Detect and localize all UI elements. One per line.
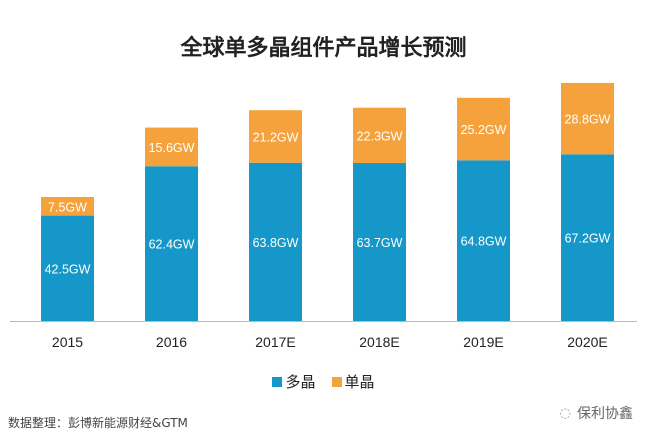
bar-mono-2020E	[561, 82, 614, 155]
data-label: 7.5GW	[48, 200, 87, 214]
x-tick-label: 2020E	[567, 334, 607, 350]
bar-mono-2019E	[457, 97, 510, 161]
x-tick-label: 2019E	[463, 334, 503, 350]
bar-mono-2016	[145, 127, 198, 167]
data-label: 28.8GW	[565, 113, 611, 127]
bar-poly-2020E	[561, 154, 614, 321]
data-label: 42.5GW	[45, 262, 91, 276]
x-tick-label: 2017E	[255, 334, 295, 350]
legend-label-mono: 单晶	[344, 373, 375, 391]
watermark: ◌ 保利协鑫	[560, 403, 633, 423]
legend: 多晶 单晶	[0, 371, 647, 392]
data-label: 67.2GW	[565, 232, 611, 246]
data-label: 22.3GW	[357, 129, 403, 143]
bar-mono-2018E	[353, 107, 406, 164]
bar-poly-2016	[145, 166, 198, 321]
chart-title: 全球单多晶组件产品增长预测	[180, 36, 467, 61]
x-tick-label: 2016	[156, 334, 187, 350]
data-label: 21.2GW	[253, 130, 299, 144]
x-tick-label: 2015	[52, 334, 83, 350]
legend-item-poly: 多晶	[272, 371, 316, 392]
bar-mono-2015	[41, 197, 94, 216]
watermark-text: 保利协鑫	[577, 406, 633, 422]
wechat-icon: ◌	[559, 405, 571, 421]
data-label: 25.2GW	[461, 123, 507, 137]
legend-swatch-mono	[331, 376, 342, 387]
data-label: 63.7GW	[357, 236, 403, 250]
legend-swatch-poly	[272, 376, 283, 387]
data-label: 63.8GW	[253, 236, 299, 250]
data-label: 62.4GW	[149, 238, 195, 252]
bar-poly-2018E	[353, 163, 406, 321]
bar-poly-2017E	[249, 162, 302, 321]
data-label: 64.8GW	[461, 235, 507, 249]
bar-poly-2015	[41, 215, 94, 321]
bar-mono-2017E	[249, 110, 302, 163]
bar-poly-2019E	[457, 160, 510, 321]
legend-label-poly: 多晶	[285, 373, 316, 391]
source-note: 数据整理：彭博新能源财经&GTM	[8, 416, 188, 430]
x-tick-label: 2018E	[359, 334, 399, 350]
data-label: 15.6GW	[149, 141, 195, 155]
legend-item-mono: 单晶	[331, 371, 375, 392]
